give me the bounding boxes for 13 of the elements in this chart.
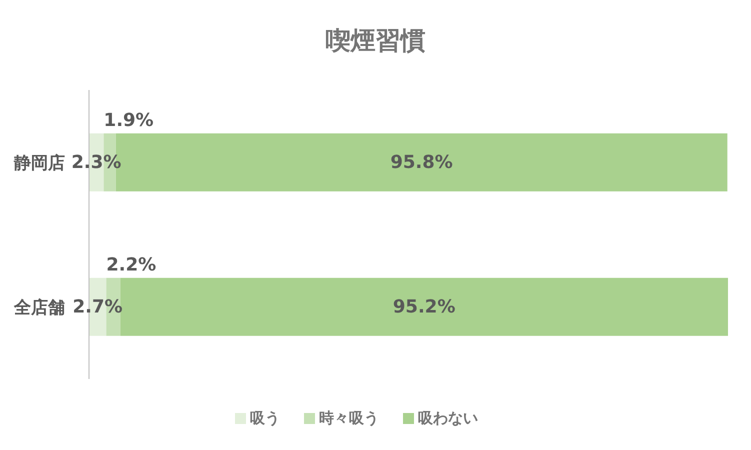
legend-label: 吸わない: [418, 409, 478, 427]
y-tick-label: 静岡店: [13, 153, 65, 174]
bar: [120, 278, 728, 336]
data-label: 1.9%: [104, 110, 154, 131]
data-label: 2.3%: [71, 152, 122, 173]
y-tick-label: 全店舗: [13, 298, 65, 318]
data-label: 95.2%: [392, 296, 456, 318]
legend-label: 吸う: [250, 409, 280, 427]
data-label: 95.8%: [390, 152, 453, 173]
data-label: 2.2%: [106, 254, 156, 276]
legend-label: 時々吸う: [319, 409, 379, 427]
chart-title: 喫煙習慣: [324, 25, 426, 57]
data-label: 2.7%: [72, 296, 123, 318]
